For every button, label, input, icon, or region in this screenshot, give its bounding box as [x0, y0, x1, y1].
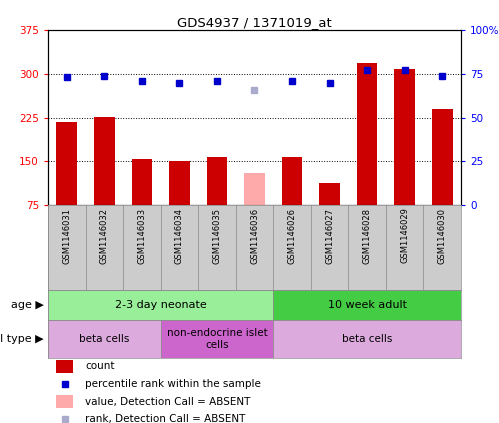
Bar [48, 290, 273, 320]
Bar [394, 69, 415, 205]
Text: GSM1146030: GSM1146030 [438, 208, 447, 264]
Text: GSM1146033: GSM1146033 [137, 208, 146, 264]
Bar [244, 173, 265, 205]
Text: count: count [85, 361, 115, 371]
Text: 10 week adult: 10 week adult [328, 300, 407, 310]
Text: beta cells: beta cells [79, 334, 130, 344]
Bar [319, 183, 340, 205]
Bar [273, 290, 461, 320]
Text: GSM1146035: GSM1146035 [213, 208, 222, 264]
Bar [432, 109, 453, 205]
Bar [169, 161, 190, 205]
Bar [48, 320, 161, 358]
Bar [161, 320, 273, 358]
Bar [273, 320, 461, 358]
Text: GSM1146029: GSM1146029 [400, 208, 409, 264]
Text: value, Detection Call = ABSENT: value, Detection Call = ABSENT [85, 397, 250, 407]
Text: percentile rank within the sample: percentile rank within the sample [85, 379, 261, 389]
Text: cell type ▶: cell type ▶ [0, 334, 44, 344]
Text: GSM1146032: GSM1146032 [100, 208, 109, 264]
Text: GSM1146027: GSM1146027 [325, 208, 334, 264]
Text: GSM1146034: GSM1146034 [175, 208, 184, 264]
Text: non-endocrine islet
cells: non-endocrine islet cells [167, 328, 267, 350]
Bar [132, 159, 152, 205]
Text: GSM1146031: GSM1146031 [62, 208, 71, 264]
Text: rank, Detection Call = ABSENT: rank, Detection Call = ABSENT [85, 414, 246, 423]
Bar [56, 395, 73, 408]
Bar [207, 157, 227, 205]
Bar [357, 63, 377, 205]
Title: GDS4937 / 1371019_at: GDS4937 / 1371019_at [177, 16, 332, 29]
Bar [56, 121, 77, 205]
Text: GSM1146028: GSM1146028 [363, 208, 372, 264]
Text: 2-3 day neonate: 2-3 day neonate [115, 300, 207, 310]
Text: age ▶: age ▶ [11, 300, 44, 310]
Bar [56, 360, 73, 373]
Bar [282, 157, 302, 205]
Bar [94, 118, 115, 205]
Text: GSM1146036: GSM1146036 [250, 208, 259, 264]
Text: GSM1146026: GSM1146026 [287, 208, 296, 264]
Text: beta cells: beta cells [342, 334, 392, 344]
